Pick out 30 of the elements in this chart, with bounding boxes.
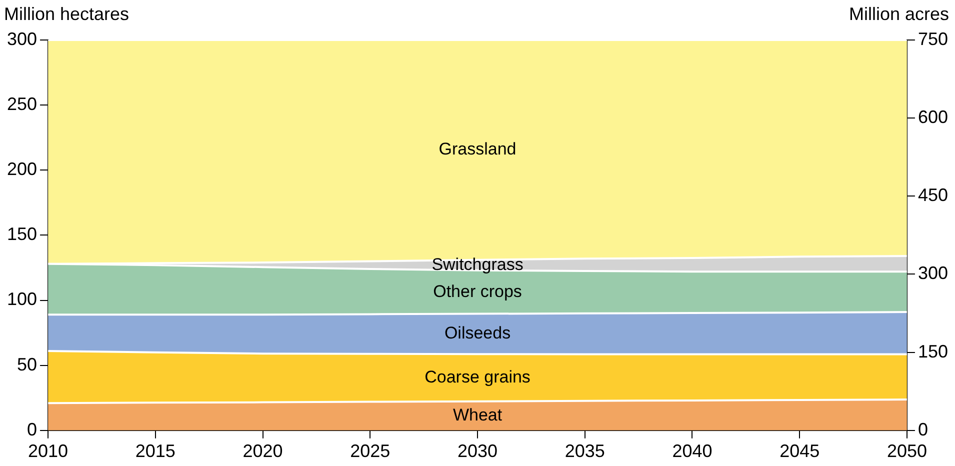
y-tick-label: 50 — [17, 354, 38, 374]
x-tick-label: 2010 — [28, 441, 68, 462]
y-tick-label: 300 — [6, 28, 38, 49]
series-label: Switchgrass — [432, 254, 524, 274]
y2-tick-label: 750 — [918, 28, 948, 49]
y2-tick-label: 0 — [918, 419, 928, 440]
y2-tick-label: 300 — [918, 263, 948, 284]
series-label: Oilseeds — [444, 324, 511, 343]
y-tick-label: 100 — [6, 289, 38, 310]
x-tick-label: 2015 — [135, 441, 176, 462]
y2-axis-title: Million acres — [848, 4, 949, 24]
y-tick-label: 200 — [6, 159, 38, 180]
x-tick-label: 2035 — [564, 441, 605, 462]
series-label: Other crops — [433, 282, 522, 301]
y2-tick-label: 450 — [918, 185, 948, 206]
series-label: Coarse grains — [424, 367, 530, 386]
x-tick-label: 2020 — [242, 441, 283, 462]
series-label: Grassland — [438, 140, 516, 159]
x-tick-label: 2040 — [672, 441, 712, 462]
y-axis-title: Million hectares — [4, 4, 130, 24]
y-tick-label: 150 — [6, 224, 38, 244]
y2-tick-label: 600 — [918, 107, 948, 128]
y2-tick-label: 150 — [918, 341, 948, 362]
x-tick-label: 2050 — [886, 441, 927, 462]
x-tick-label: 2025 — [350, 441, 390, 462]
y-tick-label: 0 — [27, 419, 38, 440]
series-label: Wheat — [452, 406, 502, 425]
y-tick-label: 250 — [6, 94, 38, 114]
x-tick-label: 2030 — [457, 441, 498, 462]
x-tick-label: 2045 — [780, 441, 820, 462]
